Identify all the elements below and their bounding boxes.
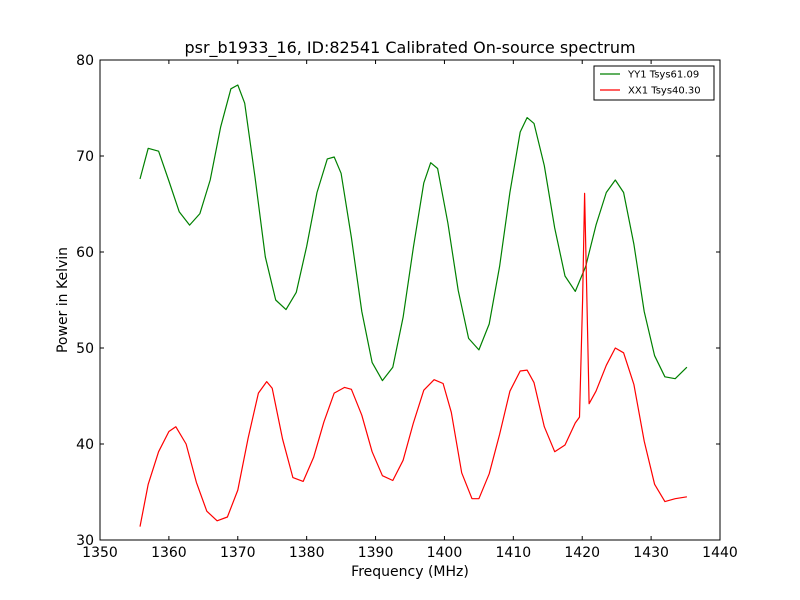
- x-tick-label: 1400: [427, 545, 463, 561]
- legend: YY1 Tsys61.09 XX1 Tsys40.30: [593, 65, 715, 101]
- x-axis-ticks: 1350 1360 1370 1380 1390 1400 1410 1420 1430 1440: [82, 60, 738, 561]
- x-tick-label: 1430: [633, 545, 669, 561]
- x-tick-label: 1350: [82, 545, 118, 561]
- y-axis-label: Power in Kelvin: [55, 247, 71, 353]
- x-tick-label: 1420: [564, 545, 600, 561]
- y-tick-label: 30: [76, 533, 94, 549]
- x-tick-label: 1380: [289, 545, 325, 561]
- chart-title: psr_b1933_16, ID:82541 Calibrated On-sou…: [184, 38, 635, 58]
- legend-label-yy1: YY1 Tsys61.09: [627, 70, 699, 81]
- series-layer: [139, 84, 688, 527]
- x-tick-label: 1390: [358, 545, 394, 561]
- x-tick-label: 1360: [151, 545, 187, 561]
- series-line-xx1: [139, 192, 687, 527]
- series-line-yy1: [139, 84, 688, 382]
- y-tick-label: 80: [76, 53, 94, 69]
- x-tick-label: 1410: [496, 545, 532, 561]
- x-tick-label: 1370: [220, 545, 256, 561]
- y-tick-label: 70: [76, 149, 94, 165]
- legend-box: [593, 65, 715, 101]
- y-tick-label: 60: [76, 245, 94, 261]
- x-axis-label: Frequency (MHz): [351, 564, 469, 580]
- y-axis-ticks: 30 40 50 60 70 80: [76, 53, 720, 549]
- y-tick-label: 40: [76, 437, 94, 453]
- legend-label-xx1: XX1 Tsys40.30: [628, 86, 701, 97]
- plot-area-frame: [99, 59, 721, 541]
- y-tick-label: 50: [76, 341, 94, 357]
- x-tick-label: 1440: [702, 545, 738, 561]
